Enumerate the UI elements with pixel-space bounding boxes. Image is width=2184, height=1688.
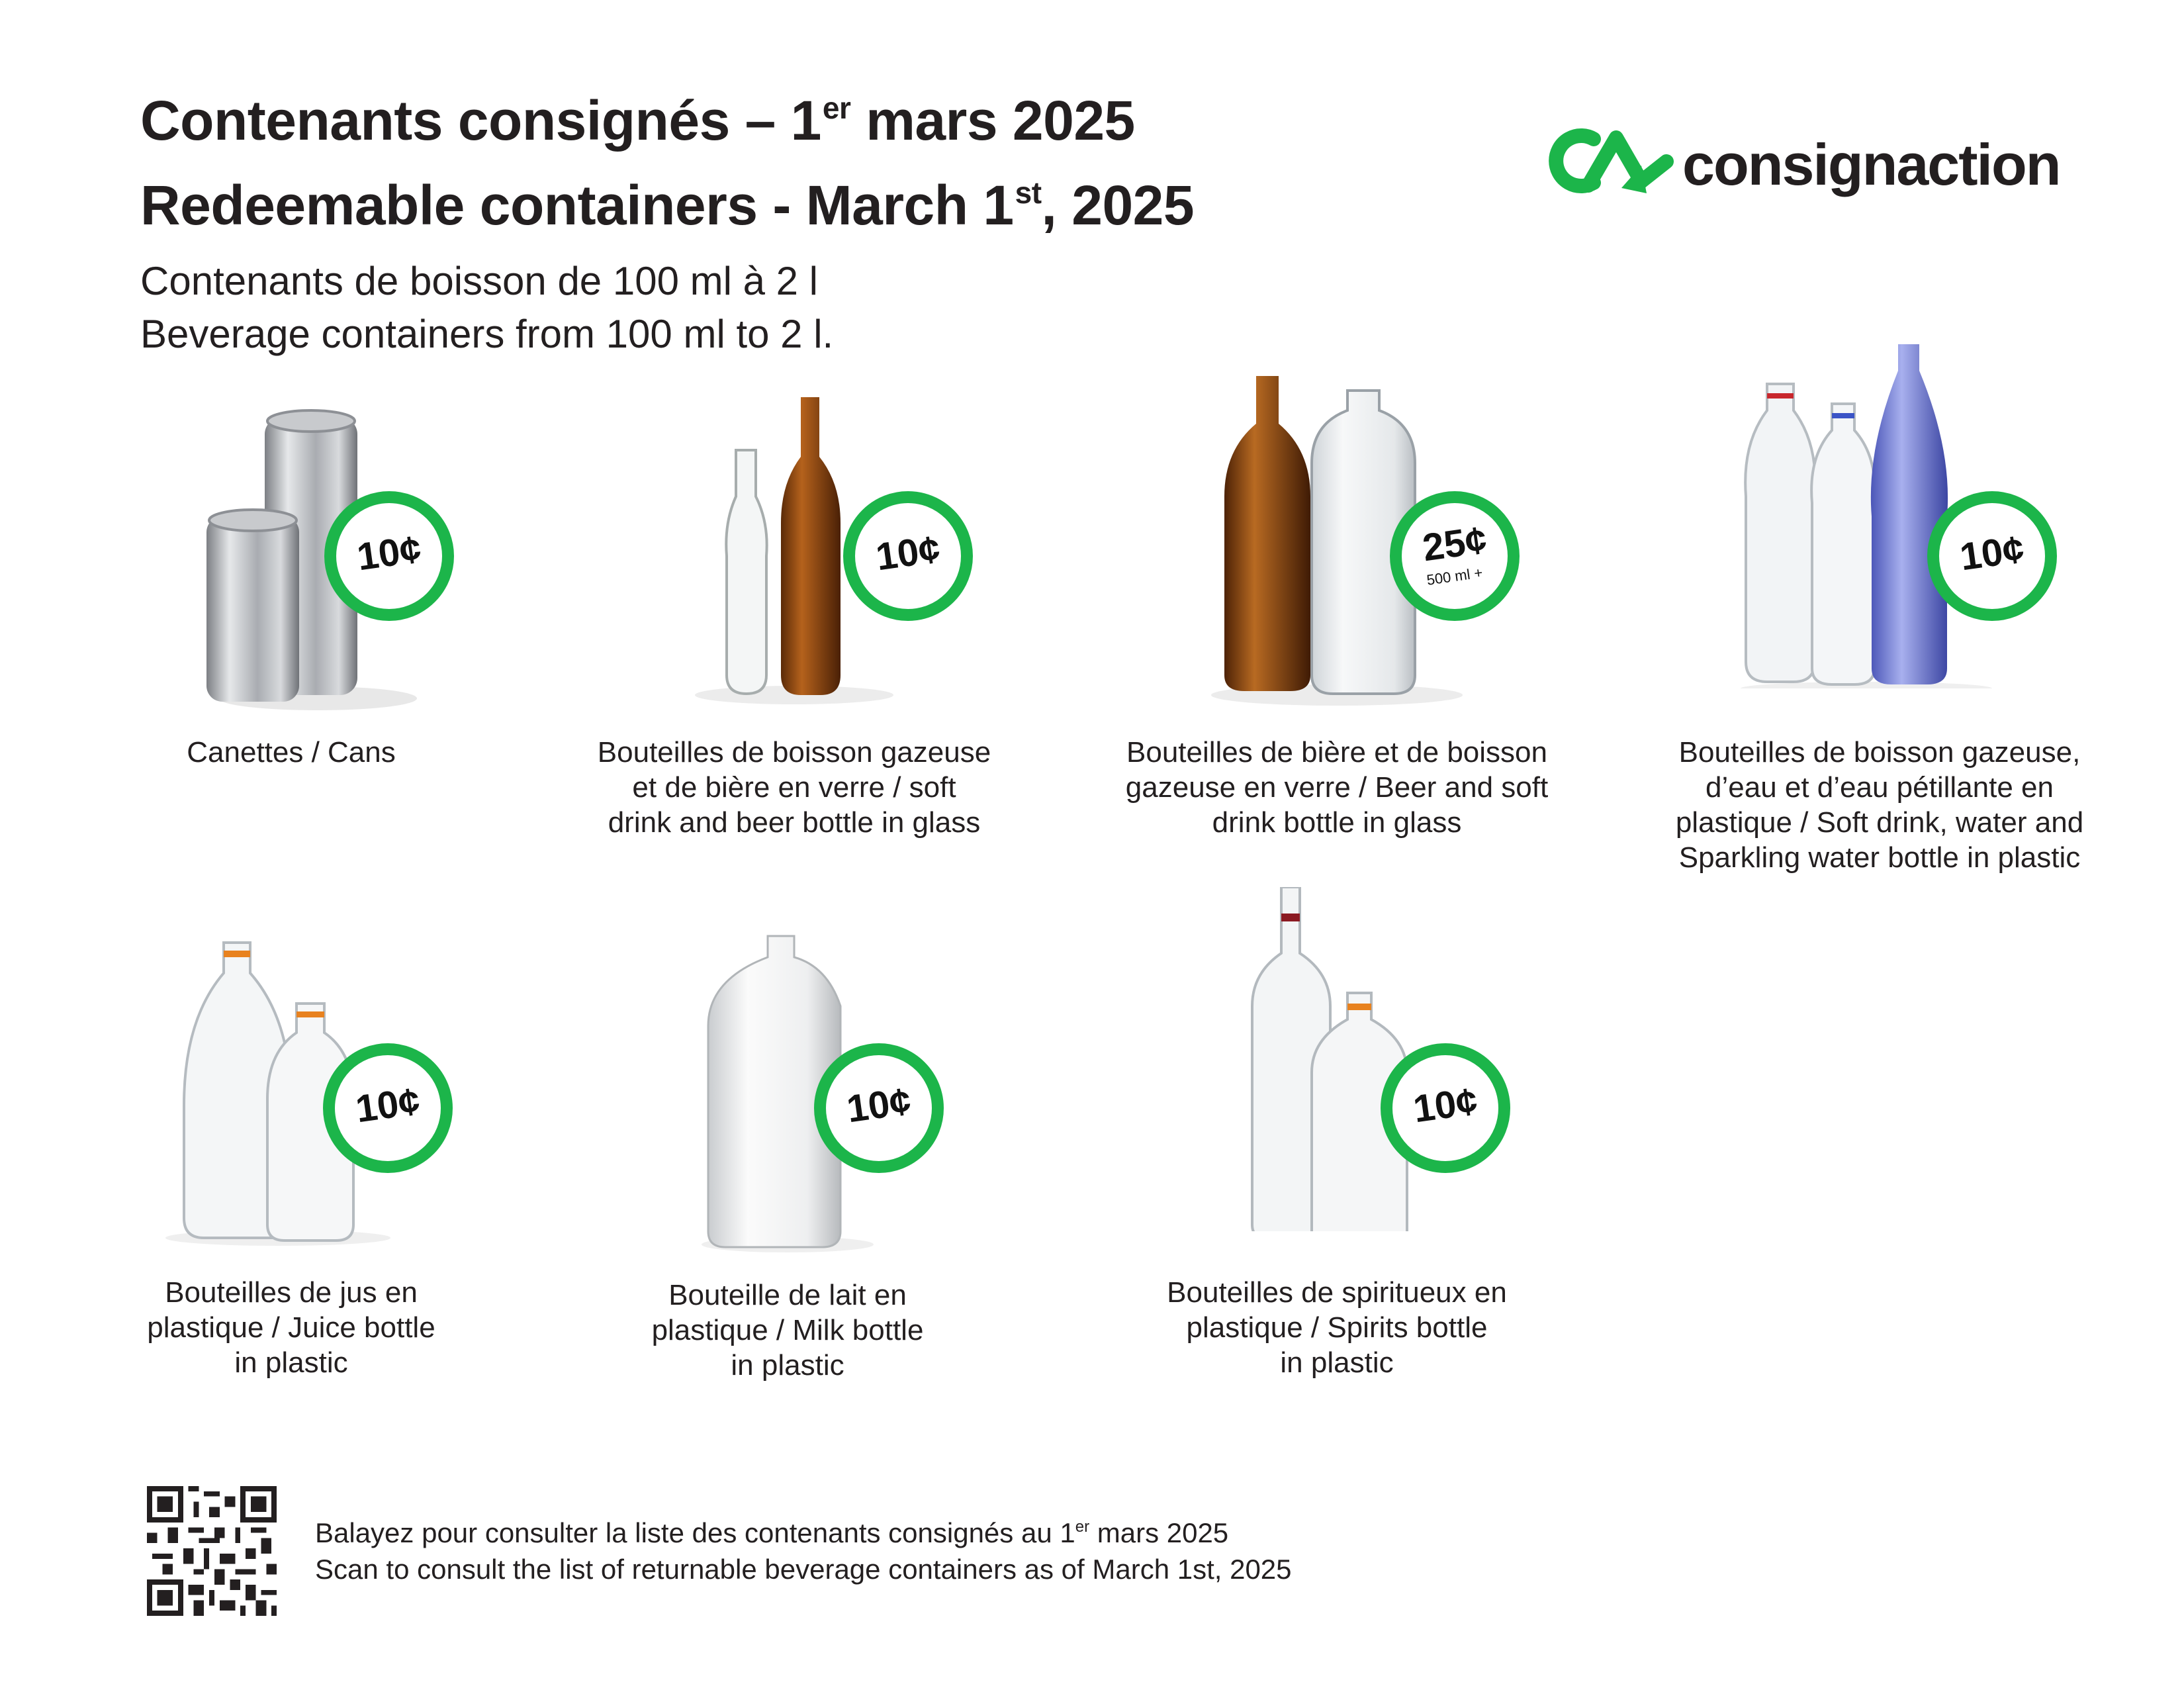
- item-label: Bouteilles de spiritueux en plastique / …: [1167, 1276, 1507, 1379]
- item-label: Bouteille de lait en plastique / Milk bo…: [651, 1279, 924, 1382]
- badge-ring: [324, 491, 454, 621]
- scan-fr-end: mars 2025: [1089, 1517, 1229, 1548]
- milk-jug-illustration: [702, 935, 874, 1252]
- item-label: Bouteilles de boisson gazeuse, d’eau et …: [1675, 736, 2084, 874]
- glass-bottles-illustration: [695, 397, 893, 704]
- spirits-bottles-illustration: [1251, 887, 1408, 1231]
- recycle-ca-icon: [1549, 128, 1674, 193]
- scan-fr-sup: er: [1075, 1518, 1090, 1536]
- title-french-main: Contenants consignés – 1: [140, 89, 821, 152]
- large-glass-bottles-illustration: [1211, 376, 1463, 706]
- title-english: Redeemable containers - March 1st, 2025: [140, 174, 1195, 236]
- item-label: Bouteilles de jus en plastique / Juice b…: [147, 1276, 435, 1379]
- price-badge: 10¢: [323, 1043, 453, 1173]
- price-badge: 10¢: [324, 491, 454, 621]
- qr-code-icon[interactable]: [147, 1486, 277, 1616]
- item-label: Bouteilles de bière et de boisson gazeus…: [1125, 736, 1549, 839]
- price-badge: 10¢: [1927, 491, 2057, 621]
- title-french-sup: er: [822, 91, 851, 125]
- subtitle-french: Contenants de boisson de 100 ml à 2 l: [140, 259, 819, 303]
- cans-illustration: [206, 409, 417, 710]
- scan-text-french: Balayez pour consulter la liste des cont…: [315, 1519, 1228, 1547]
- logo-wordmark: consignaction: [1682, 132, 2061, 197]
- item-label: Bouteilles de boisson gazeuse et de bièr…: [597, 736, 991, 839]
- title-english-sup: st: [1015, 175, 1042, 210]
- price-badge: 25¢ 500 ml +: [1390, 491, 1520, 621]
- item-label: Canettes / Cans: [187, 736, 396, 769]
- price-badge: 10¢: [843, 491, 973, 621]
- scan-text-english: Scan to consult the list of returnable b…: [315, 1554, 1292, 1585]
- title-english-main: Redeemable containers - March 1: [140, 174, 1014, 236]
- price-badge: 10¢: [814, 1043, 944, 1173]
- title-french: Contenants consignés – 1er mars 2025: [140, 93, 1135, 148]
- plastic-bottles-illustration: [1741, 344, 1992, 688]
- consignaction-logo: consignaction: [1542, 124, 2061, 204]
- juice-bottles-illustration: [165, 941, 390, 1246]
- title-english-end: , 2025: [1041, 174, 1195, 236]
- title-french-end: mars 2025: [850, 89, 1135, 152]
- scan-fr-main: Balayez pour consulter la liste des cont…: [315, 1517, 1075, 1548]
- subtitle-english: Beverage containers from 100 ml to 2 l.: [140, 312, 834, 356]
- price-badge: 10¢: [1381, 1043, 1510, 1173]
